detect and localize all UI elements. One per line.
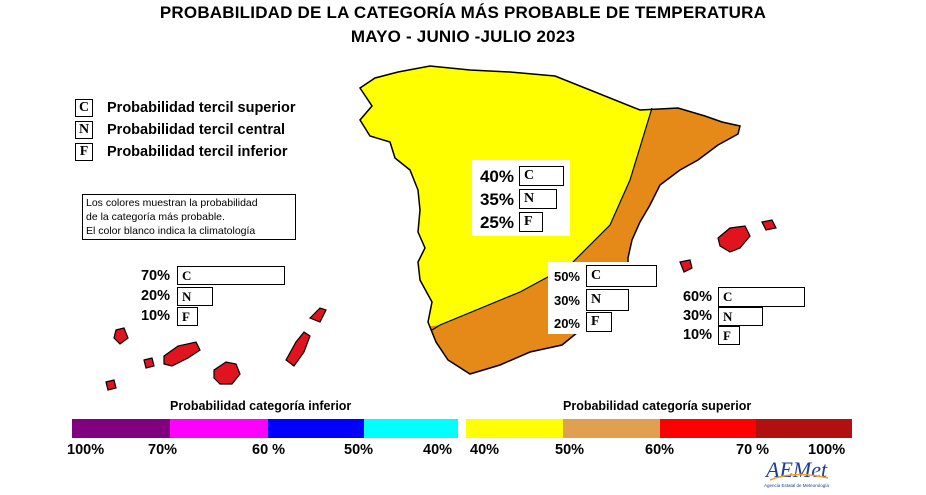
pct-canarias-n: 20%: [140, 288, 170, 304]
scale-label-inferior-50: 50%: [344, 442, 374, 458]
aemet-logo: AEMet Agencia Estatal de Meteorología: [764, 456, 844, 490]
bar-baleares-f: F: [718, 326, 740, 345]
aemet-logo-graphic: AEMet Agencia Estatal de Meteorología: [764, 457, 830, 488]
scale-cell-inferior-4: [364, 419, 458, 438]
scale-label-superior-60: 60%: [645, 442, 675, 458]
legend-box-c: C: [75, 99, 93, 117]
pct-centro-norte-c: 40%: [479, 167, 514, 186]
bar-centro-norte-c: C: [519, 166, 564, 186]
legend-box-f: F: [75, 143, 93, 161]
legend-item-c: C Probabilidad tercil superior: [75, 98, 296, 118]
scale-label-inferior-60: 60 %: [252, 442, 286, 458]
island-la-gomera: [143, 357, 155, 369]
pct-sureste-f: 20%: [553, 316, 580, 331]
legend-label-f: Probabilidad tercil inferior: [107, 144, 288, 160]
pct-baleares-c: 60%: [682, 289, 712, 305]
scale-cell-superior-3: [660, 419, 756, 438]
island-fuerteventura: [285, 331, 311, 367]
scale-title-superior: Probabilidad categoría superior: [563, 399, 752, 413]
bar-canarias-f: F: [177, 307, 198, 326]
scale-label-superior-40: 40%: [470, 442, 500, 458]
explanation-note: Los colores muestran la probabilidad de …: [82, 194, 296, 240]
scale-label-superior-70: 70 %: [736, 442, 770, 458]
bar-centro-norte-f: F: [519, 212, 543, 232]
pct-baleares-n: 30%: [682, 308, 712, 324]
scale-cell-superior-2: [563, 419, 660, 438]
note-line-3: El color blanco indica la climatología: [86, 225, 256, 237]
scale-cell-inferior-3: [268, 419, 364, 438]
map-title: PROBABILIDAD DE LA CATEGORÍA MÁS PROBABL…: [159, 3, 767, 22]
svg-text:Agencia Estatal de Meteorologí: Agencia Estatal de Meteorología: [764, 483, 830, 488]
scale-label-superior-50: 50%: [555, 442, 585, 458]
map-subtitle: MAYO - JUNIO -JULIO 2023: [350, 27, 576, 46]
bar-canarias-c: C: [177, 266, 285, 285]
scale-title-inferior: Probabilidad categoría inferior: [170, 399, 352, 413]
scale-label-superior-100: 100%: [808, 442, 846, 458]
pct-sureste-n: 30%: [553, 293, 580, 308]
bar-sureste-c: C: [586, 265, 657, 287]
island-el-hierro: [105, 379, 117, 391]
scale-label-inferior-40: 40%: [423, 442, 453, 458]
bar-baleares-n: N: [718, 307, 763, 326]
scale-cell-superior-1: [466, 419, 563, 438]
scale-cell-inferior-2: [170, 419, 268, 438]
pct-canarias-c: 70%: [140, 268, 170, 284]
pct-canarias-f: 10%: [140, 308, 170, 324]
island-gran-canaria: [213, 361, 241, 385]
scale-label-inferior-100: 100%: [67, 442, 105, 458]
island-menorca: [761, 219, 777, 231]
island-tenerife: [163, 341, 201, 367]
pct-centro-norte-n: 35%: [479, 190, 514, 209]
legend-item-n: N Probabilidad tercil central: [75, 120, 285, 140]
bar-sureste-f: F: [586, 312, 612, 332]
pct-centro-norte-f: 25%: [479, 213, 514, 232]
island-lanzarote: [308, 307, 327, 323]
island-la-palma: [113, 327, 129, 345]
bar-centro-norte-n: N: [519, 189, 557, 209]
scale-cell-superior-4: [756, 419, 852, 438]
pct-sureste-c: 50%: [553, 269, 580, 284]
scale-cell-inferior-1: [72, 419, 170, 438]
legend-item-f: F Probabilidad tercil inferior: [75, 142, 287, 162]
bar-sureste-n: N: [586, 289, 629, 311]
legend-label-n: Probabilidad tercil central: [107, 122, 286, 138]
scale-label-inferior-70: 70%: [148, 442, 178, 458]
legend-label-c: Probabilidad tercil superior: [107, 100, 296, 116]
legend-box-n: N: [75, 121, 93, 139]
note-line-2: de la categoría más probable.: [86, 211, 225, 223]
island-ibiza: [679, 259, 693, 273]
note-line-1: Los colores muestran la probabilidad: [86, 197, 258, 209]
pct-baleares-f: 10%: [682, 327, 712, 343]
bar-canarias-n: N: [177, 287, 213, 306]
island-mallorca: [717, 225, 751, 253]
bar-baleares-c: C: [718, 287, 805, 307]
